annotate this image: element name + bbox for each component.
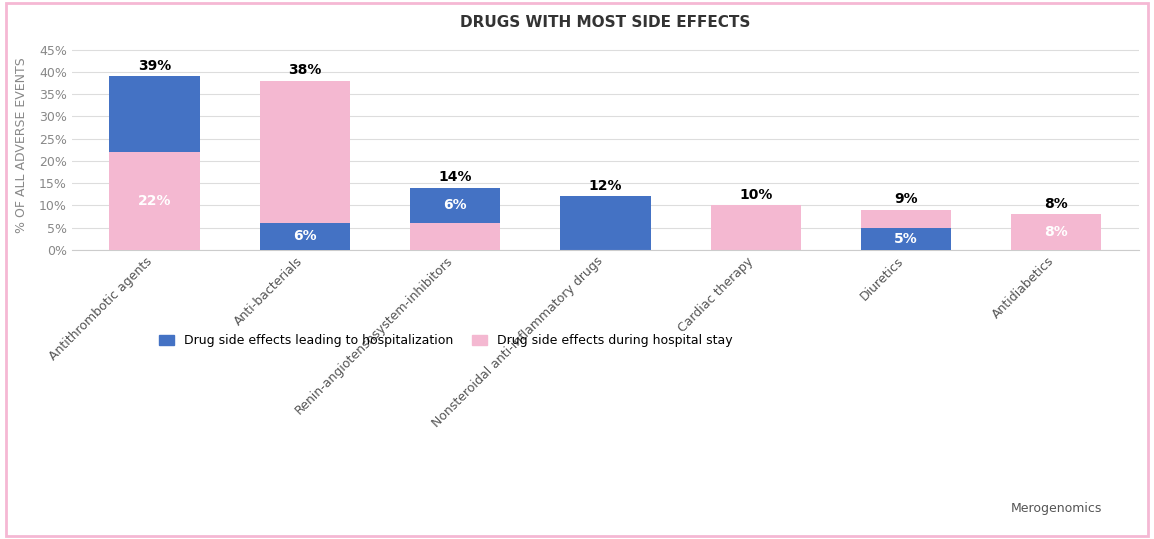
Text: 12%: 12% — [589, 179, 622, 193]
Bar — [410, 223, 500, 250]
Text: 9%: 9% — [894, 192, 917, 206]
Text: 6%: 6% — [293, 230, 316, 244]
Text: 39%: 39% — [137, 59, 171, 73]
Text: 10%: 10% — [739, 188, 772, 202]
Bar — [561, 196, 651, 250]
Bar — [711, 205, 801, 250]
Text: 14%: 14% — [439, 170, 472, 184]
Bar — [260, 81, 350, 250]
Y-axis label: % OF ALL ADVERSE EVENTS: % OF ALL ADVERSE EVENTS — [15, 58, 28, 233]
Bar — [861, 227, 951, 250]
Text: 8%: 8% — [1044, 225, 1069, 239]
Bar — [1011, 214, 1101, 250]
Bar — [1011, 214, 1101, 250]
Bar — [260, 223, 350, 250]
Text: 8%: 8% — [1044, 197, 1069, 211]
Legend: Drug side effects leading to hospitalization, Drug side effects during hospital : Drug side effects leading to hospitaliza… — [153, 329, 737, 352]
Title: DRUGS WITH MOST SIDE EFFECTS: DRUGS WITH MOST SIDE EFFECTS — [460, 15, 750, 30]
Bar — [861, 210, 951, 250]
Text: 38%: 38% — [288, 63, 322, 77]
Text: Merogenomics: Merogenomics — [1011, 502, 1102, 515]
Bar — [110, 152, 200, 250]
Text: 5%: 5% — [894, 232, 917, 246]
Text: 6%: 6% — [443, 198, 467, 212]
Bar — [410, 188, 500, 250]
Text: 22%: 22% — [137, 194, 171, 208]
Bar — [110, 77, 200, 250]
